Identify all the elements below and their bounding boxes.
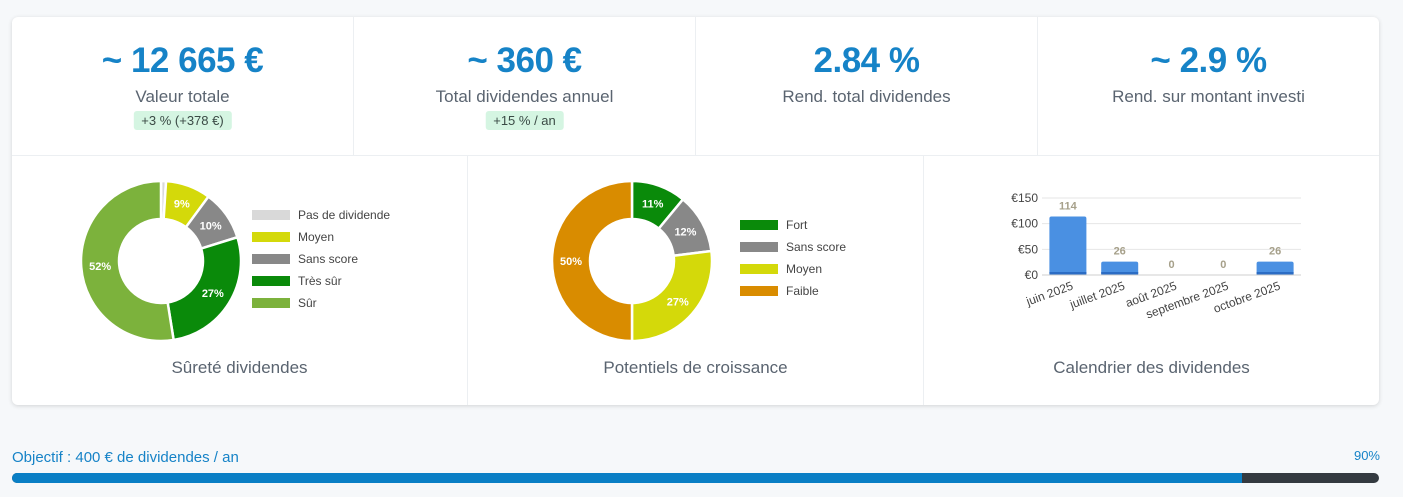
bar-value-label: 114 xyxy=(1059,200,1078,212)
bar-base xyxy=(1049,272,1087,275)
legend-swatch xyxy=(252,254,290,264)
goal-progress-bar xyxy=(12,473,1379,483)
dividend-calendar-bar-chart: €0 €50 €100 €150 114 juin 2025 26 juillet 2025 0… xyxy=(1011,191,1301,321)
goal-percent: 90% xyxy=(1353,448,1380,463)
goal-label: Objectif : 400 € de dividendes / an xyxy=(12,449,239,466)
calendar-panel: €0 €50 €100 €150 114 juin 2025 26 juillet 2025 0… xyxy=(924,155,1379,405)
slice-label: 9% xyxy=(174,199,190,211)
slice-label: 50% xyxy=(560,256,582,268)
bar-value-label: 0 xyxy=(1220,259,1226,271)
legend-label: Sûr xyxy=(298,296,317,310)
bar-value-label: 26 xyxy=(1269,246,1281,258)
dashboard-card: ~ 12 665 € Valeur totale +3 % (+378 €) ~… xyxy=(12,17,1379,405)
bar-juin-2025[interactable] xyxy=(1049,216,1087,275)
legend-swatch xyxy=(740,264,778,274)
bar-base xyxy=(1256,272,1294,275)
slice-faible[interactable] xyxy=(550,179,634,343)
growth-chart-title: Potentiels de croissance xyxy=(603,358,788,377)
y-tick-label: €100 xyxy=(1011,217,1038,231)
goal-progress-fill xyxy=(12,473,1243,483)
legend-label: Sans score xyxy=(786,240,847,254)
growth-donut-chart: 11% 12% 27% 50% xyxy=(550,179,714,343)
kpi-change-badge: +15 % / an xyxy=(485,111,564,130)
kpi-change-badge: +3 % (+378 €) xyxy=(133,111,232,130)
legend-label: Faible xyxy=(786,284,819,298)
legend-swatch xyxy=(740,242,778,252)
kpi-total-yield: 2.84 % Rend. total dividendes xyxy=(696,17,1038,155)
kpi-label: Valeur totale xyxy=(135,87,230,106)
safety-panel: 9% 10% 27% 52% Pas de dividende Moyen Sans sc… xyxy=(12,155,468,405)
kpi-total-value: ~ 12 665 € Valeur totale +3 % (+378 €) xyxy=(12,17,354,155)
safety-legend: Pas de dividende Moyen Sans score Très sûr S… xyxy=(252,204,390,314)
growth-legend: Fort Sans score Moyen Faible xyxy=(740,214,846,302)
kpi-yield-on-cost: ~ 2.9 % Rend. sur montant investi xyxy=(1038,17,1379,155)
legend-item-moyen[interactable]: Moyen xyxy=(252,226,390,248)
slice-sur[interactable] xyxy=(79,179,176,343)
legend-label: Très sûr xyxy=(298,274,342,288)
bar-juillet-2025[interactable] xyxy=(1101,261,1139,275)
legend-item-fort[interactable]: Fort xyxy=(740,214,846,236)
kpi-label: Rend. total dividendes xyxy=(782,87,951,106)
bar-base xyxy=(1101,272,1139,275)
kpi-value: ~ 2.9 % xyxy=(1150,41,1267,80)
legend-item-tres-sur[interactable]: Très sûr xyxy=(252,270,390,292)
kpi-label: Rend. sur montant investi xyxy=(1112,87,1305,106)
kpi-value: 2.84 % xyxy=(813,41,920,80)
slice-label: 11% xyxy=(642,199,664,211)
slice-label: 27% xyxy=(202,288,224,300)
slice-tres-sur[interactable] xyxy=(166,235,243,342)
legend-label: Sans score xyxy=(298,252,359,266)
slice-label: 52% xyxy=(89,261,111,273)
legend-swatch xyxy=(740,220,778,230)
calendar-chart-title: Calendrier des dividendes xyxy=(1053,358,1250,377)
slice-moyen[interactable] xyxy=(630,249,714,343)
legend-swatch xyxy=(740,286,778,296)
safety-chart-title: Sûreté dividendes xyxy=(171,358,308,377)
kpi-value: ~ 360 € xyxy=(467,41,582,80)
legend-label: Moyen xyxy=(786,262,823,276)
kpi-value: ~ 12 665 € xyxy=(101,41,264,80)
slice-label: 10% xyxy=(200,221,222,233)
kpi-label: Total dividendes annuel xyxy=(435,87,614,106)
legend-swatch xyxy=(252,276,290,286)
legend-item-sur[interactable]: Sûr xyxy=(252,292,390,314)
y-tick-label: €50 xyxy=(1018,242,1038,256)
x-tick-label: juin 2025 xyxy=(1023,279,1075,309)
kpi-annual-dividends: ~ 360 € Total dividendes annuel +15 % / … xyxy=(354,17,696,155)
slice-label: 27% xyxy=(667,296,689,308)
slice-label: 12% xyxy=(674,227,696,239)
y-tick-label: €150 xyxy=(1011,191,1038,205)
legend-item-moyen[interactable]: Moyen xyxy=(740,258,846,280)
kpi-row: ~ 12 665 € Valeur totale +3 % (+378 €) ~… xyxy=(12,17,1379,156)
legend-item-faible[interactable]: Faible xyxy=(740,280,846,302)
growth-panel: 11% 12% 27% 50% Fort Sans score Moyen Faible P… xyxy=(468,155,924,405)
bar-octobre-2025[interactable] xyxy=(1256,261,1294,275)
y-tick-label: €0 xyxy=(1025,268,1039,282)
legend-swatch xyxy=(252,210,290,220)
legend-label: Pas de dividende xyxy=(298,208,391,222)
legend-swatch xyxy=(252,298,290,308)
charts-row: 9% 10% 27% 52% Pas de dividende Moyen Sans sc… xyxy=(12,155,1379,405)
x-tick-label: juillet 2025 xyxy=(1067,279,1127,312)
legend-label: Moyen xyxy=(298,230,335,244)
bar-value-label: 0 xyxy=(1168,259,1174,271)
legend-item-pas-de-dividende[interactable]: Pas de dividende xyxy=(252,204,390,226)
legend-item-sans-score[interactable]: Sans score xyxy=(740,236,846,258)
legend-item-sans-score[interactable]: Sans score xyxy=(252,248,390,270)
bar-value-label: 26 xyxy=(1114,246,1126,258)
safety-donut-chart: 9% 10% 27% 52% xyxy=(79,179,243,343)
legend-swatch xyxy=(252,232,290,242)
legend-label: Fort xyxy=(786,218,808,232)
